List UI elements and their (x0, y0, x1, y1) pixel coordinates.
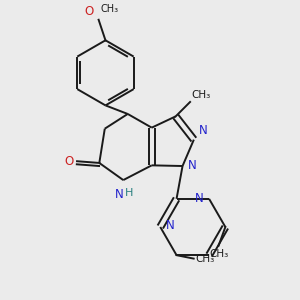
Text: O: O (84, 5, 94, 18)
Text: N: N (199, 124, 208, 137)
Text: O: O (64, 155, 74, 168)
Text: N: N (115, 188, 124, 201)
Text: N: N (165, 219, 174, 232)
Text: H: H (125, 188, 134, 198)
Text: CH₃: CH₃ (192, 90, 211, 100)
Text: N: N (195, 192, 204, 205)
Text: CH₃: CH₃ (100, 4, 118, 14)
Text: CH₃: CH₃ (209, 249, 228, 259)
Text: CH₃: CH₃ (195, 254, 214, 264)
Text: N: N (188, 159, 197, 172)
